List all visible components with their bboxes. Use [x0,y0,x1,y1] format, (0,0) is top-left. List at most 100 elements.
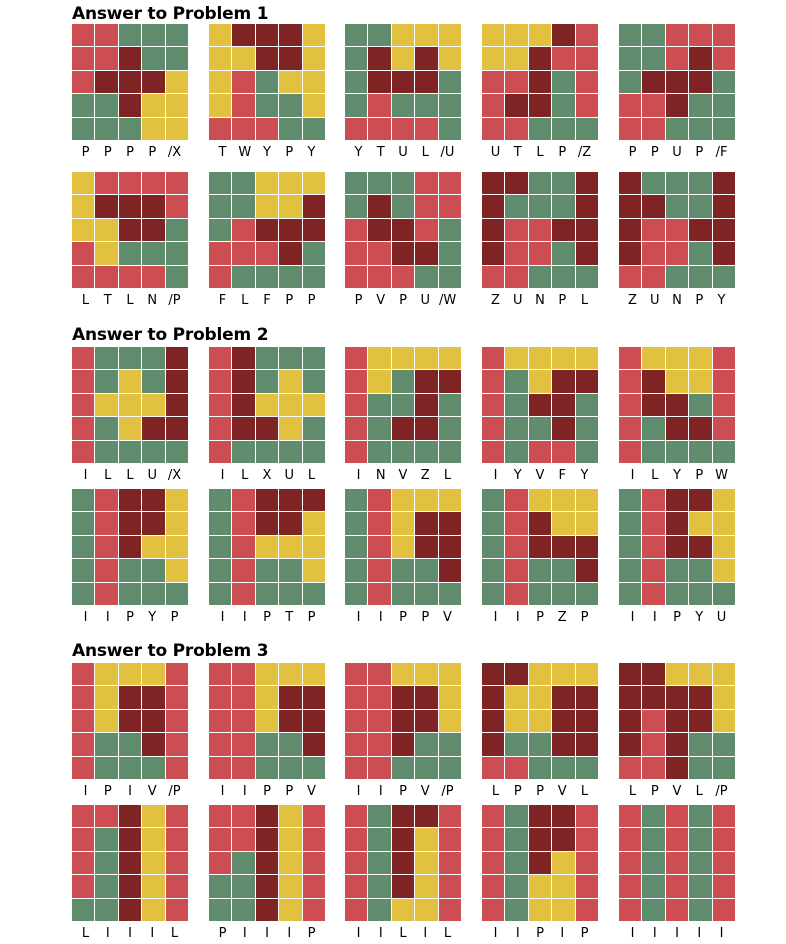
grid-cell [368,512,391,535]
piece-label: /P [715,784,728,799]
grid-cell [391,265,415,288]
grid-cell [165,265,188,288]
grid-cell [368,172,391,195]
grid-cell [642,535,665,559]
grid-cell [552,756,575,779]
grid-cell [279,265,302,288]
grid-cell [95,393,118,417]
grid-cell [391,242,415,265]
piece-label: I [652,926,657,941]
grid-cell [712,195,735,218]
grid-cell [438,265,461,288]
piece-label: T [285,610,294,625]
piece-label: L [81,926,90,941]
grid-cell [95,117,118,140]
grid-cell [165,559,188,582]
grid-cell [345,875,368,898]
grid-cell [302,417,325,440]
grid-cell [438,440,461,463]
grid-cell [302,440,325,463]
pentomino-grid [345,24,461,140]
grid-cell [118,370,142,393]
grid-cell [142,195,165,218]
grid-cell [665,898,689,921]
piece-label: P [628,145,637,160]
grid-cell [482,117,505,140]
piece-label: L [126,293,134,308]
grid-cell [165,875,188,898]
grid-cell [345,733,368,756]
pentomino-grid [345,805,461,921]
grid-cell [302,875,325,898]
grid-cell [575,242,598,265]
grid-cell [528,172,552,195]
grid-cell [528,663,552,686]
grid-cell [279,709,302,733]
grid-cell [552,242,575,265]
piece-labels: U T L P/Z [487,145,593,161]
piece-label: /F [715,145,728,160]
piece-label: N [535,293,545,308]
grid-cell [619,582,642,605]
grid-cell [302,393,325,417]
grid-cell [391,393,415,417]
grid-cell [552,24,575,47]
piece-label: Y [354,145,363,160]
grid-cell [95,559,118,582]
grid-cell [255,582,279,605]
grid-cell [391,686,415,709]
grid-cell [345,218,368,242]
grid-cell [665,218,689,242]
grid-cell [209,47,232,70]
piece-label: Z [557,610,567,625]
grid-cell [575,417,598,440]
grid-cell [142,663,165,686]
grid-cell [209,875,232,898]
grid-cell [505,686,528,709]
piece-label: Y [580,468,589,483]
piece-label: L [104,468,112,483]
grid-cell [642,805,665,828]
piece-label: I [630,926,635,941]
grid-cell [528,686,552,709]
grid-cell [279,559,302,582]
piece-label: V [535,468,545,483]
grid-cell [619,898,642,921]
grid-cell [689,265,712,288]
piece-label: L [628,784,637,799]
grid-cell [712,347,735,370]
grid-cell [302,686,325,709]
piece-label: V [376,293,386,308]
grid-cell [438,756,461,779]
grid-cell [345,172,368,195]
grid-cell [575,265,598,288]
piece-label: L [536,145,544,160]
grid-cell [505,265,528,288]
grid-cell [72,828,95,851]
grid-cell [302,756,325,779]
piece-label: P [307,610,316,625]
grid-cell [438,417,461,440]
grid-cell [505,172,528,195]
grid-cell [368,393,391,417]
grid-cell [415,242,438,265]
piece-label: V [307,784,316,799]
piece-label: T [513,145,522,160]
piece-label: T [103,293,112,308]
piece-label: F [218,293,227,308]
grid-cell [391,70,415,94]
grid-cell [391,875,415,898]
grid-cell [279,242,302,265]
grid-cell [665,828,689,851]
grid-cell [345,805,368,828]
piece-label: I [220,468,225,483]
grid-cell [165,393,188,417]
grid-cell [95,172,118,195]
grid-cell [619,440,642,463]
